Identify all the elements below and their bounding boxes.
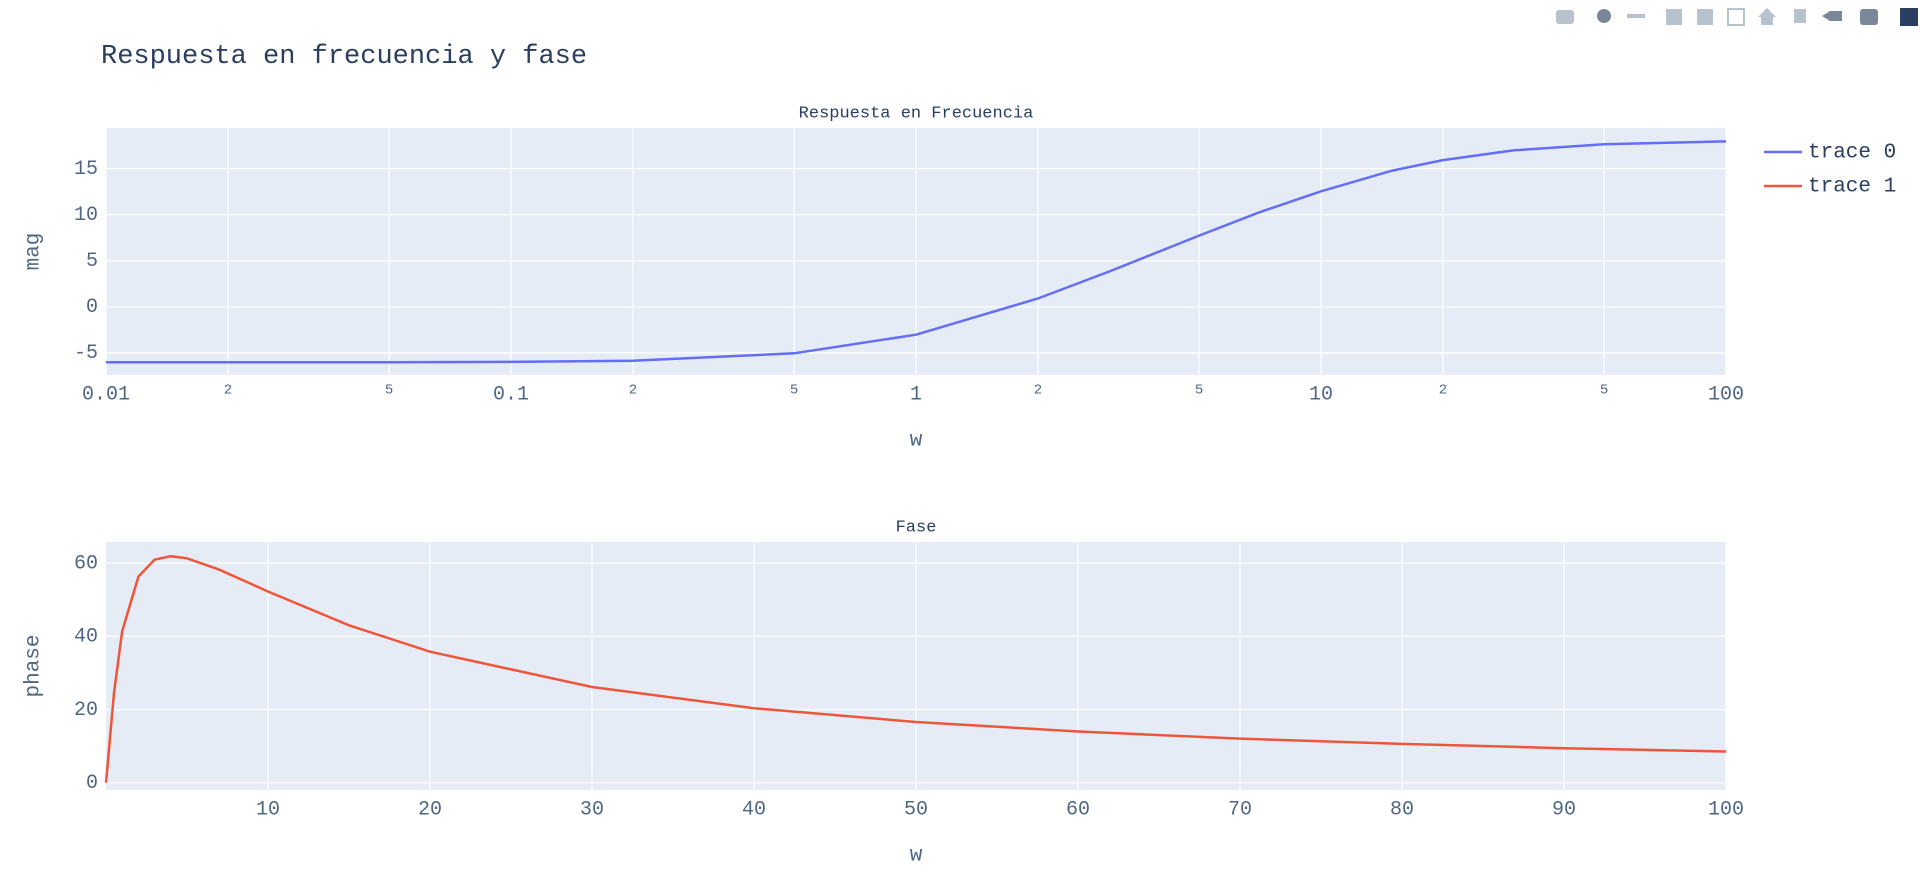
x-tick-label: 2: [1034, 383, 1042, 399]
y-tick-label: 15: [74, 158, 98, 181]
x-tick-label: 2: [629, 383, 637, 399]
x-tick-label: 5: [385, 383, 393, 399]
x-tick-label: 30: [580, 798, 604, 821]
modebar: [1556, 8, 1918, 26]
modebar-icon[interactable]: [1627, 14, 1645, 18]
modebar-icon[interactable]: [1822, 11, 1842, 21]
subplot-title: Respuesta en Frecuencia: [799, 104, 1034, 123]
x-tick-label: 10: [1309, 383, 1333, 406]
y-axis-title: mag: [23, 233, 46, 271]
modebar-icon[interactable]: [1900, 8, 1918, 26]
x-tick-label: 2: [1439, 383, 1447, 399]
x-tick-label: 10: [256, 798, 280, 821]
line-series: [106, 140, 1727, 364]
x-tick-label: 80: [1390, 798, 1414, 821]
x-axis-title: w: [910, 430, 923, 453]
subplot-title: Fase: [896, 518, 937, 537]
modebar-icon[interactable]: [1597, 9, 1611, 23]
modebar-icon[interactable]: [1758, 8, 1776, 25]
modebar-icon[interactable]: [1666, 9, 1682, 25]
x-tick-label: 60: [1066, 798, 1090, 821]
x-tick-label: 90: [1552, 798, 1576, 821]
x-tick-label: 100: [1708, 383, 1744, 406]
x-tick-label: 40: [742, 798, 766, 821]
modebar-icon[interactable]: [1727, 8, 1745, 26]
y-tick-label: 0: [86, 772, 98, 795]
y-tick-label: 0: [86, 296, 98, 319]
legend-label: trace 1: [1808, 176, 1896, 199]
modebar-icon[interactable]: [1860, 9, 1878, 25]
y-tick-label: 10: [74, 204, 98, 227]
legend-label: trace 0: [1808, 142, 1896, 165]
y-tick-label: -5: [74, 342, 98, 365]
y-tick-label: 20: [74, 699, 98, 722]
modebar-icon[interactable]: [1556, 10, 1574, 24]
y-tick-label: 40: [74, 626, 98, 649]
y-tick-label: 5: [86, 250, 98, 273]
x-tick-label: 5: [790, 383, 798, 399]
y-tick-label: 60: [74, 552, 98, 575]
line-series: [104, 554, 1727, 783]
x-tick-label: 70: [1228, 798, 1252, 821]
x-tick-label: 100: [1708, 798, 1744, 821]
x-tick-label: 1: [910, 383, 922, 406]
x-tick-label: 5: [1195, 383, 1203, 399]
x-tick-label: 2: [224, 383, 232, 399]
x-tick-label: 0.01: [82, 383, 130, 406]
modebar-icon[interactable]: [1697, 9, 1713, 25]
x-axis-title: w: [910, 845, 923, 868]
modebar-icon[interactable]: [1794, 9, 1806, 23]
x-tick-label: 0.1: [493, 383, 529, 406]
x-tick-label: 20: [418, 798, 442, 821]
x-tick-label: 50: [904, 798, 928, 821]
x-tick-label: 5: [1600, 383, 1608, 399]
y-axis-title: phase: [23, 634, 46, 697]
page-title: Respuesta en frecuencia y fase: [101, 42, 587, 72]
